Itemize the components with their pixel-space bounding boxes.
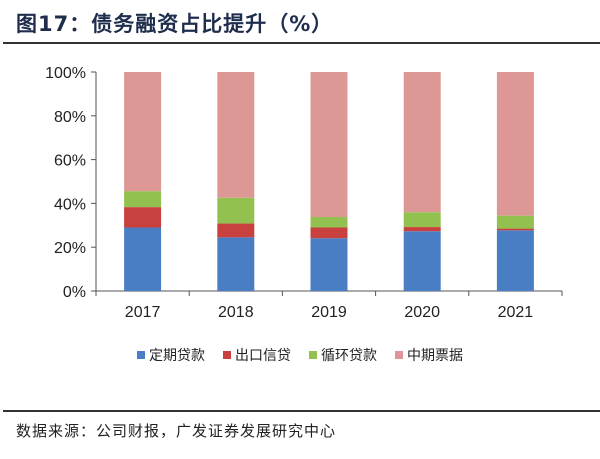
x-tick-label: 2020	[404, 304, 440, 321]
legend-swatch	[137, 351, 145, 359]
legend-item: 出口信贷	[223, 345, 291, 365]
x-tick-label: 2021	[498, 304, 534, 321]
legend-item: 中期票据	[395, 345, 463, 365]
bar-segment-2018-0	[217, 237, 255, 291]
legend-swatch	[223, 351, 231, 359]
y-tick-label: 20%	[54, 240, 86, 257]
bar-segment-2020-3	[403, 72, 441, 213]
bar-segment-2017-1	[124, 207, 162, 228]
bar-segment-2020-1	[403, 227, 441, 232]
bar-segment-2017-0	[124, 227, 162, 291]
bar-segment-2021-3	[496, 72, 534, 216]
bar-segment-2021-2	[496, 215, 534, 229]
legend-swatch	[395, 351, 403, 359]
legend-label: 循环贷款	[321, 348, 377, 364]
title-divider	[3, 42, 600, 44]
legend-label: 出口信贷	[235, 348, 291, 364]
bar-segment-2017-3	[124, 72, 162, 192]
x-tick-label: 2019	[311, 304, 347, 321]
stacked-bar-chart: 0% 20% 40% 60% 80% 100% 2017 2018 2019 2020 2021	[45, 65, 563, 321]
bar-segment-2021-1	[496, 228, 534, 231]
bar-segment-2020-2	[403, 212, 441, 228]
source-note: 数据来源：公司财报，广发证券发展研究中心	[16, 422, 337, 440]
y-tick-label: 60%	[54, 153, 86, 170]
legend-item: 循环贷款	[309, 345, 377, 365]
bar-segment-2020-0	[403, 231, 441, 291]
y-tick-label: 100%	[45, 65, 86, 82]
bar-segment-2018-1	[217, 223, 255, 238]
x-tick-label: 2017	[125, 304, 161, 321]
legend-label: 定期贷款	[149, 348, 205, 364]
bar-segment-2019-1	[310, 227, 348, 239]
bar-segment-2019-0	[310, 238, 348, 291]
y-tick-label: 0%	[63, 284, 86, 301]
bar-segment-2019-3	[310, 72, 348, 217]
legend: 定期贷款 出口信贷 循环贷款 中期票据	[0, 345, 600, 365]
y-tick-label: 40%	[54, 196, 86, 213]
bar-segment-2019-2	[310, 216, 348, 228]
bar-segment-2017-2	[124, 191, 162, 208]
y-tick-label: 80%	[54, 109, 86, 126]
chart-title: 图17：债务融资占比提升（%）	[16, 12, 334, 36]
bar-segment-2021-0	[496, 230, 534, 291]
bar-segment-2018-2	[217, 197, 255, 224]
x-tick-label: 2018	[218, 304, 254, 321]
footer-divider	[3, 410, 600, 412]
legend-swatch	[309, 351, 317, 359]
legend-label: 中期票据	[407, 348, 463, 364]
bar-segment-2018-3	[217, 72, 255, 198]
legend-item: 定期贷款	[137, 345, 205, 365]
